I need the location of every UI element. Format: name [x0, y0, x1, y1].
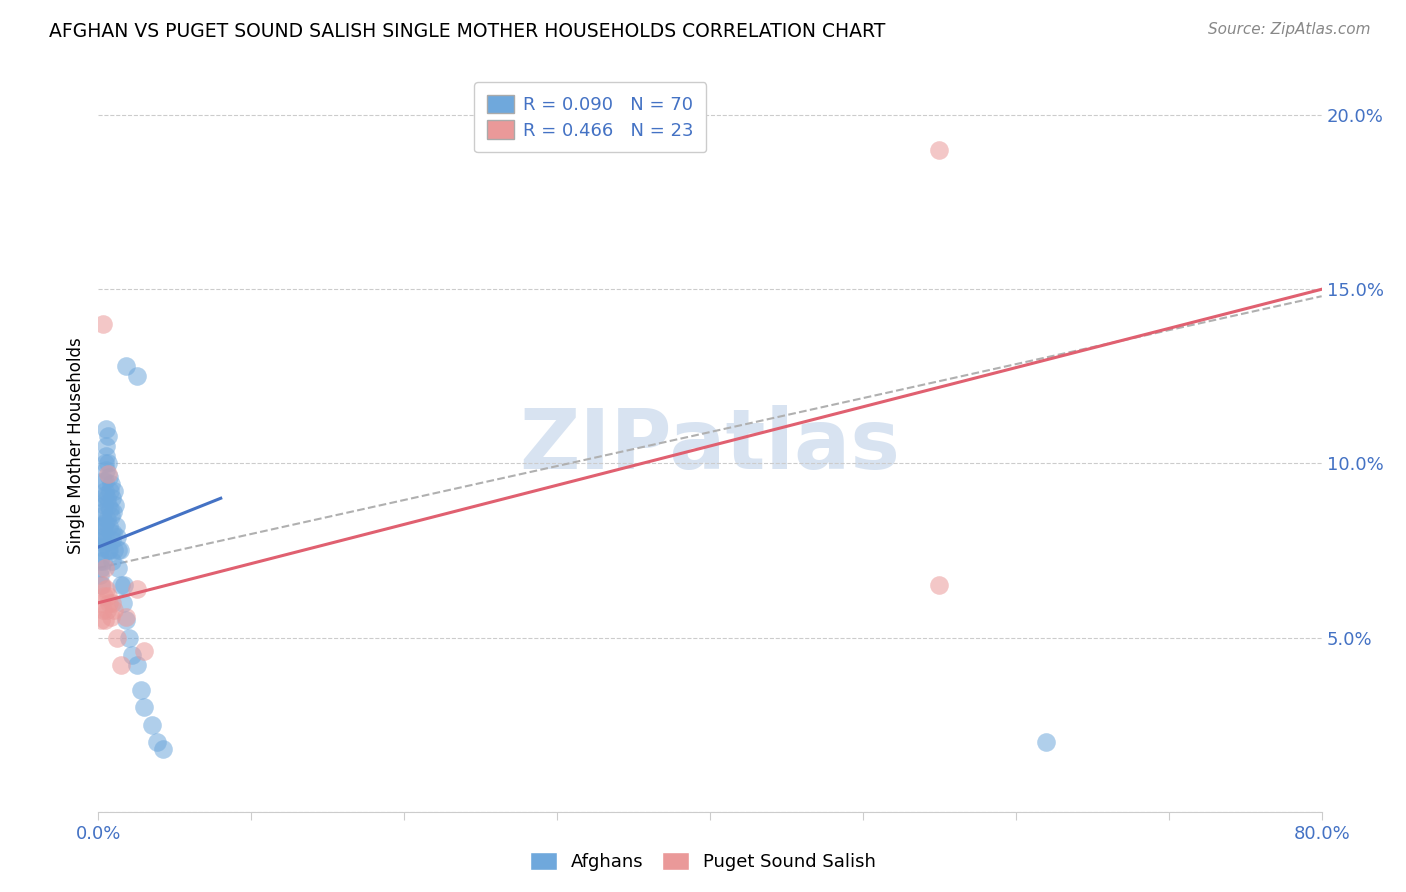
Point: [97, 457, 120, 471]
Point: [121, 648, 143, 662]
Point: [97, 519, 120, 533]
Point: [928, 143, 950, 157]
Point: [94, 533, 117, 547]
Point: [152, 742, 174, 756]
Point: [90, 530, 112, 544]
Point: [93, 589, 115, 603]
Point: [115, 359, 138, 373]
Point: [105, 519, 128, 533]
Point: [97, 498, 120, 512]
Point: [96, 491, 118, 506]
Point: [100, 477, 122, 491]
Point: [94, 421, 117, 435]
Point: [90, 561, 112, 575]
Point: [103, 526, 125, 541]
Point: [110, 578, 132, 592]
Point: [91, 533, 114, 547]
Point: [111, 596, 134, 610]
Point: [98, 543, 121, 558]
Point: [134, 700, 156, 714]
Point: [101, 491, 124, 506]
Point: [91, 491, 114, 506]
Point: [134, 644, 156, 658]
Point: [112, 578, 135, 592]
Point: [98, 470, 121, 484]
Point: [115, 613, 138, 627]
Point: [91, 474, 114, 488]
Point: [93, 474, 115, 488]
Point: [101, 533, 124, 547]
Point: [115, 609, 138, 624]
Point: [103, 603, 125, 617]
Point: [145, 735, 167, 749]
Point: [94, 463, 117, 477]
Point: [97, 589, 120, 603]
Point: [97, 428, 120, 442]
Point: [98, 484, 121, 499]
Point: [98, 596, 121, 610]
Point: [129, 682, 152, 697]
Point: [100, 609, 122, 624]
Point: [98, 501, 121, 516]
Point: [94, 439, 117, 453]
Point: [89, 567, 111, 582]
Point: [97, 543, 120, 558]
Point: [94, 484, 117, 499]
Point: [91, 505, 114, 519]
Point: [100, 526, 122, 541]
Point: [928, 578, 950, 592]
Point: [94, 613, 117, 627]
Point: [90, 540, 112, 554]
Point: [90, 596, 112, 610]
Point: [107, 543, 129, 558]
Point: [105, 530, 128, 544]
Point: [93, 488, 115, 502]
Point: [101, 554, 124, 568]
Point: [103, 484, 125, 499]
Point: [96, 603, 118, 617]
Point: [97, 467, 120, 481]
Point: [90, 613, 112, 627]
Y-axis label: Single Mother Households: Single Mother Households: [66, 338, 84, 554]
Point: [90, 578, 112, 592]
Point: [125, 582, 148, 596]
Point: [101, 596, 124, 610]
Point: [93, 498, 115, 512]
Point: [94, 457, 117, 471]
Point: [96, 512, 118, 526]
Point: [93, 561, 115, 575]
Point: [104, 498, 127, 512]
Point: [94, 582, 117, 596]
Point: [91, 578, 114, 592]
Text: Source: ZipAtlas.com: Source: ZipAtlas.com: [1208, 22, 1371, 37]
Point: [91, 508, 114, 523]
Point: [96, 450, 118, 464]
Point: [125, 658, 148, 673]
Point: [141, 717, 163, 731]
Point: [110, 658, 132, 673]
Point: [90, 519, 112, 533]
Point: [1035, 735, 1057, 749]
Point: [107, 561, 129, 575]
Point: [108, 543, 131, 558]
Legend: R = 0.090   N = 70, R = 0.466   N = 23: R = 0.090 N = 70, R = 0.466 N = 23: [474, 82, 706, 153]
Text: ZIPatlas: ZIPatlas: [520, 406, 900, 486]
Point: [89, 543, 111, 558]
Point: [91, 603, 114, 617]
Point: [91, 317, 114, 331]
Point: [100, 508, 122, 523]
Point: [90, 526, 112, 541]
Point: [93, 536, 115, 550]
Text: AFGHAN VS PUGET SOUND SALISH SINGLE MOTHER HOUSEHOLDS CORRELATION CHART: AFGHAN VS PUGET SOUND SALISH SINGLE MOTH…: [49, 22, 886, 41]
Point: [103, 543, 125, 558]
Point: [94, 516, 117, 530]
Point: [89, 554, 111, 568]
Point: [93, 519, 115, 533]
Point: [105, 631, 128, 645]
Point: [125, 369, 148, 384]
Legend: Afghans, Puget Sound Salish: Afghans, Puget Sound Salish: [523, 845, 883, 879]
Point: [91, 554, 114, 568]
Point: [118, 631, 141, 645]
Point: [101, 505, 124, 519]
